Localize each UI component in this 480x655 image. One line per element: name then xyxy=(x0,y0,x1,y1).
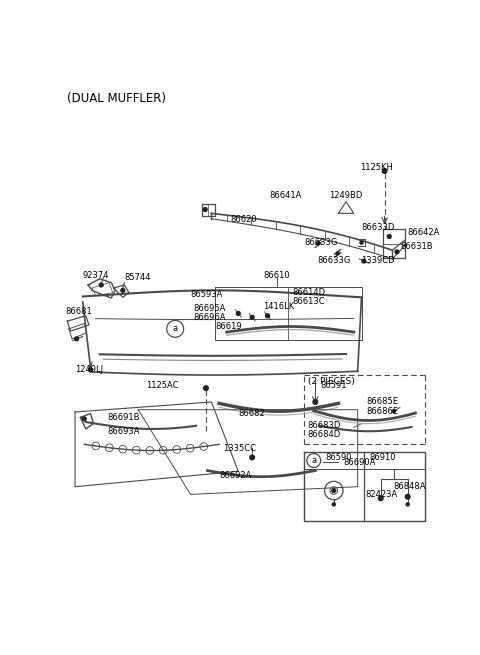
Text: 86633D: 86633D xyxy=(361,223,395,232)
Circle shape xyxy=(250,455,254,460)
Text: (DUAL MUFFLER): (DUAL MUFFLER) xyxy=(67,92,167,105)
Text: 86695A: 86695A xyxy=(193,303,226,312)
Circle shape xyxy=(250,315,254,319)
Text: 85744: 85744 xyxy=(124,272,151,282)
Text: (2 PIECES): (2 PIECES) xyxy=(308,377,354,386)
Text: 1339CD: 1339CD xyxy=(361,256,395,265)
Text: 86633G: 86633G xyxy=(318,256,351,265)
Circle shape xyxy=(360,241,363,244)
Text: 86614D: 86614D xyxy=(292,288,325,297)
Circle shape xyxy=(236,312,240,315)
Text: 86693A: 86693A xyxy=(108,427,140,436)
Text: 1125AC: 1125AC xyxy=(146,381,179,390)
Circle shape xyxy=(88,367,92,371)
Text: 86683D: 86683D xyxy=(308,421,341,430)
Text: 86692A: 86692A xyxy=(219,472,252,480)
Circle shape xyxy=(83,417,86,421)
Text: 86613C: 86613C xyxy=(292,297,325,307)
Text: 86631B: 86631B xyxy=(400,242,432,251)
Circle shape xyxy=(406,495,410,499)
Text: 86610: 86610 xyxy=(263,271,289,280)
Text: 86848A: 86848A xyxy=(394,482,426,491)
Text: a: a xyxy=(311,456,316,465)
Text: 86690A: 86690A xyxy=(343,458,375,466)
Circle shape xyxy=(203,208,207,212)
Text: 1125KH: 1125KH xyxy=(360,163,393,172)
Text: 86642A: 86642A xyxy=(408,228,440,237)
Text: 1335CC: 1335CC xyxy=(223,443,256,453)
Circle shape xyxy=(332,503,336,506)
Circle shape xyxy=(362,259,366,263)
Circle shape xyxy=(378,496,383,500)
Text: 86696A: 86696A xyxy=(193,313,226,322)
Circle shape xyxy=(99,283,103,287)
Circle shape xyxy=(336,252,339,255)
Text: 86591: 86591 xyxy=(320,381,347,390)
Text: 86641A: 86641A xyxy=(269,191,301,200)
Text: 86633G: 86633G xyxy=(304,238,338,247)
Text: 86593A: 86593A xyxy=(191,290,223,299)
Text: 86681: 86681 xyxy=(66,307,93,316)
Text: 1249LJ: 1249LJ xyxy=(75,365,103,374)
Text: 86686E: 86686E xyxy=(366,407,398,416)
Circle shape xyxy=(392,409,396,413)
Text: 1249BD: 1249BD xyxy=(329,191,362,200)
Text: 86684D: 86684D xyxy=(308,430,341,439)
Text: 86910: 86910 xyxy=(369,453,396,462)
Circle shape xyxy=(121,288,125,292)
Text: 86619: 86619 xyxy=(215,322,242,331)
Circle shape xyxy=(406,503,409,506)
Circle shape xyxy=(317,242,320,245)
Circle shape xyxy=(395,250,399,253)
Circle shape xyxy=(382,169,387,174)
Circle shape xyxy=(313,400,318,404)
Text: 86620: 86620 xyxy=(230,215,257,224)
Circle shape xyxy=(75,337,79,341)
Circle shape xyxy=(204,386,208,390)
Text: 1416LK: 1416LK xyxy=(263,302,294,311)
Circle shape xyxy=(387,234,391,238)
Text: 92374: 92374 xyxy=(83,271,109,280)
Text: 86682: 86682 xyxy=(238,409,265,418)
Text: 86691B: 86691B xyxy=(108,413,140,422)
Text: 86685E: 86685E xyxy=(366,398,398,407)
Circle shape xyxy=(265,314,269,318)
Text: a: a xyxy=(173,324,178,333)
Circle shape xyxy=(332,489,336,493)
Text: 86590: 86590 xyxy=(325,453,352,462)
Text: 82423A: 82423A xyxy=(365,490,397,499)
